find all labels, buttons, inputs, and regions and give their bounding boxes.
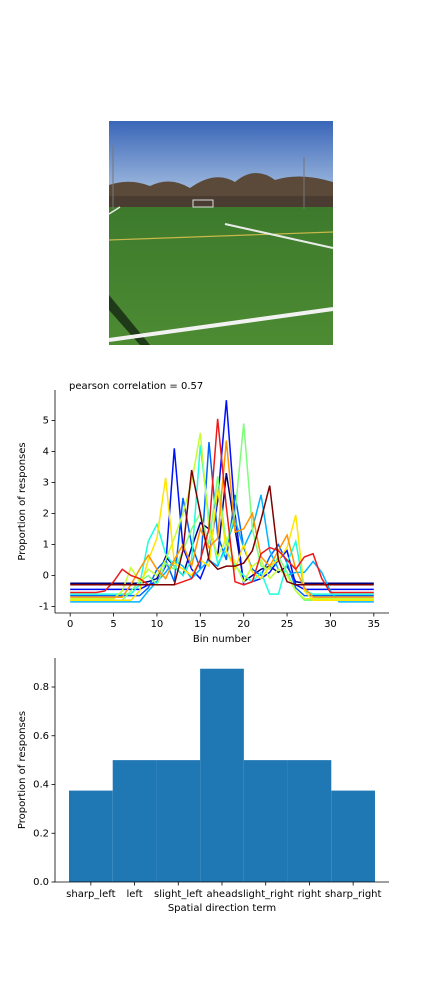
series-line: [70, 477, 374, 602]
x-tick-label: 0: [67, 619, 73, 630]
x-tick-label: slight_left: [154, 889, 203, 900]
series-line: [70, 418, 374, 594]
x-tick-label: slight_right: [238, 889, 294, 900]
x-axis-label: Spatial direction term: [168, 903, 276, 914]
x-tick-label: 10: [151, 619, 164, 630]
series-line: [70, 445, 374, 595]
series-line: [70, 469, 374, 586]
y-tick-label: 0: [43, 570, 49, 581]
series-line: [70, 432, 374, 600]
y-tick-label: 0.4: [33, 780, 49, 791]
x-tick-label: 25: [281, 619, 294, 630]
bar: [331, 790, 375, 882]
x-tick-label: sharp_right: [325, 889, 382, 900]
series-line: [70, 400, 374, 591]
x-axis-label: Bin number: [193, 634, 252, 645]
x-tick-label: sharp_left: [66, 889, 115, 900]
y-axis-label: Proportion of responses: [17, 711, 28, 829]
x-tick-label: ahead: [206, 889, 237, 900]
y-tick-label: -1: [39, 601, 49, 612]
y-tick-label: 0.0: [33, 877, 49, 888]
x-tick-label: 30: [324, 619, 337, 630]
photo: [108, 121, 334, 345]
y-axis-label: Proportion of responses: [17, 442, 28, 560]
x-tick-label: 15: [194, 619, 207, 630]
x-tick-label: 20: [237, 619, 250, 630]
y-tick-label: 0.6: [33, 731, 49, 742]
bar: [69, 790, 113, 882]
y-tick-label: 4: [43, 446, 49, 457]
y-tick-label: 0.2: [33, 828, 49, 839]
series-line: [70, 440, 374, 598]
bar: [156, 760, 201, 882]
x-tick-label: left: [126, 889, 142, 900]
y-tick-label: 0.8: [33, 682, 49, 693]
series-line: [70, 494, 374, 603]
x-tick-label: right: [298, 889, 322, 900]
chart-title: pearson correlation = 0.57: [69, 381, 203, 392]
bar: [243, 760, 288, 882]
y-tick-label: 1: [43, 539, 49, 550]
bar: [287, 760, 332, 882]
y-tick-label: 5: [43, 415, 49, 426]
y-tick-label: 2: [43, 508, 49, 519]
y-tick-label: 3: [43, 477, 49, 488]
x-tick-label: 35: [367, 619, 380, 630]
bar: [200, 668, 244, 882]
bar: [112, 760, 157, 882]
x-tick-label: 5: [110, 619, 116, 630]
